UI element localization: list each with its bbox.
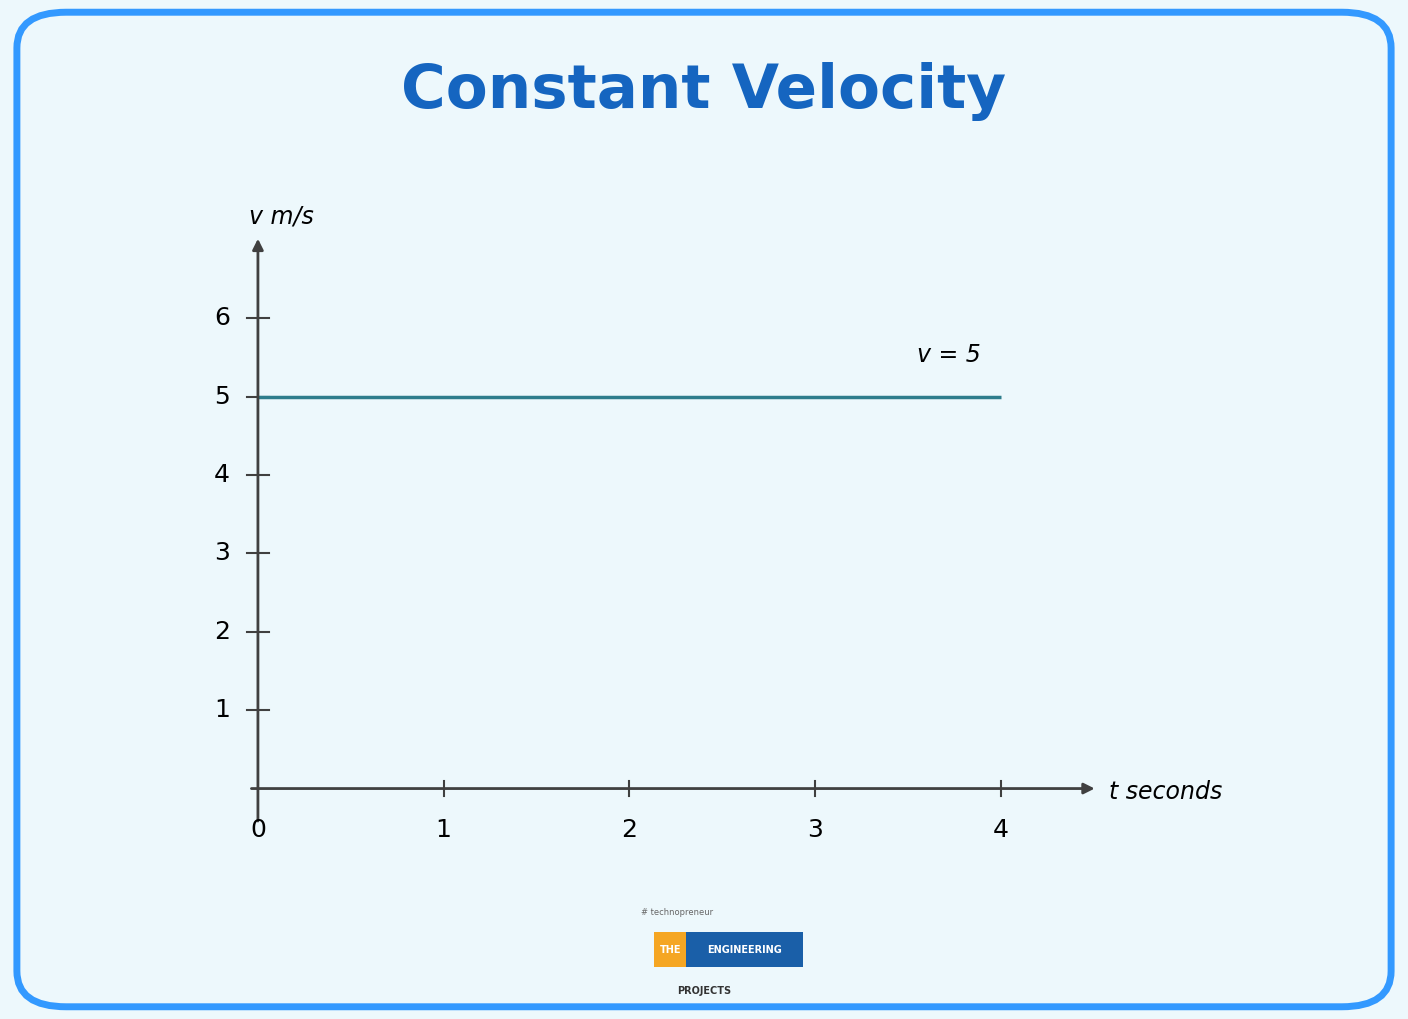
Text: t seconds: t seconds [1108, 781, 1222, 804]
Text: THE: THE [659, 945, 681, 955]
Text: # technopreneur: # technopreneur [641, 908, 712, 917]
FancyBboxPatch shape [655, 932, 686, 967]
Text: 3: 3 [214, 541, 230, 566]
Text: 3: 3 [807, 818, 824, 843]
Text: v m/s: v m/s [249, 204, 314, 228]
Text: PROJECTS: PROJECTS [677, 985, 731, 996]
Text: 5: 5 [214, 384, 230, 409]
Text: 1: 1 [435, 818, 452, 843]
Text: Constant Velocity: Constant Velocity [401, 62, 1007, 121]
Text: 4: 4 [993, 818, 1010, 843]
Text: 4: 4 [214, 463, 230, 487]
Text: 2: 2 [621, 818, 638, 843]
Text: v = 5: v = 5 [917, 342, 981, 367]
Text: ENGINEERING: ENGINEERING [707, 945, 781, 955]
FancyBboxPatch shape [686, 932, 803, 967]
Text: 1: 1 [214, 698, 230, 722]
Text: 2: 2 [214, 620, 230, 644]
Text: 0: 0 [251, 818, 266, 843]
Text: 6: 6 [214, 307, 230, 330]
